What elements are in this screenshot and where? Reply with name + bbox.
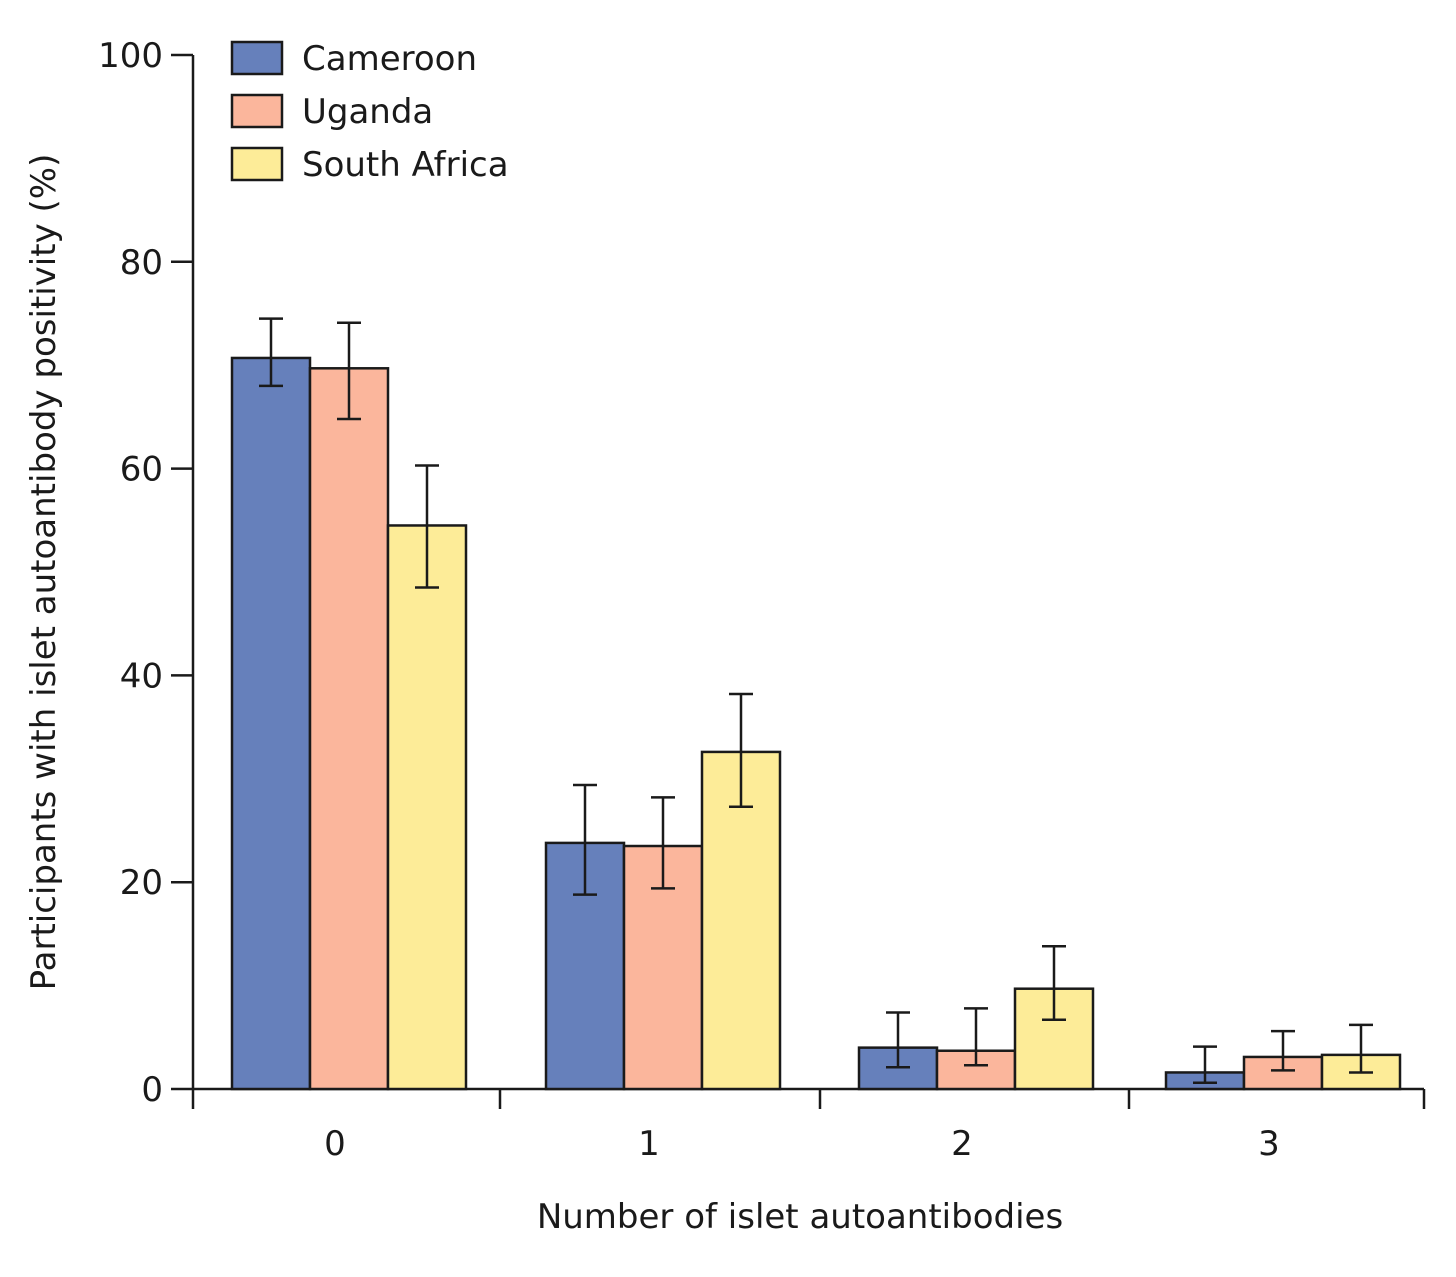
- legend-swatch-south-africa: [230, 146, 284, 182]
- error-bar: [1271, 1029, 1295, 1072]
- x-tick-label: 1: [638, 1124, 660, 1164]
- error-bar: [1042, 945, 1066, 1021]
- bar-uganda-0: [308, 367, 390, 1091]
- y-tick-label: 60: [120, 450, 163, 490]
- legend-label: Cameroon: [302, 39, 477, 79]
- legend-label: Uganda: [302, 92, 433, 132]
- y-tick-label: 40: [120, 656, 163, 696]
- legend-label: South Africa: [302, 145, 509, 185]
- y-tick-label: 80: [120, 243, 163, 283]
- error-bar: [886, 1011, 910, 1069]
- legend-swatch-uganda: [230, 93, 284, 129]
- x-tick-label: 0: [324, 1124, 346, 1164]
- error-bar: [964, 1007, 988, 1067]
- bar-south-africa-1: [700, 750, 782, 1091]
- error-bar: [1349, 1023, 1373, 1074]
- error-bar: [729, 692, 753, 808]
- y-axis-title: Participants with islet autoantibody pos…: [24, 154, 64, 991]
- bar-cameroon-0: [230, 356, 312, 1091]
- x-axis-title: Number of islet autoantibodies: [537, 1197, 1063, 1237]
- error-bars-layer: [259, 317, 1373, 1085]
- legend: Cameroon Uganda South Africa: [230, 39, 509, 185]
- error-bar: [651, 796, 675, 890]
- bar-south-africa-0: [386, 524, 468, 1091]
- legend-swatch-cameroon: [230, 40, 284, 76]
- error-bar: [259, 317, 283, 388]
- error-bar: [573, 783, 597, 896]
- y-tick-label: 100: [98, 36, 163, 76]
- error-bar: [337, 321, 361, 421]
- bars-layer: [230, 356, 1402, 1091]
- error-bar: [415, 464, 439, 589]
- y-tick-label: 0: [141, 1070, 163, 1110]
- x-tick-label: 2: [951, 1124, 973, 1164]
- x-tick-label: 3: [1258, 1124, 1280, 1164]
- y-tick-label: 20: [120, 863, 163, 903]
- error-bar: [1193, 1045, 1217, 1085]
